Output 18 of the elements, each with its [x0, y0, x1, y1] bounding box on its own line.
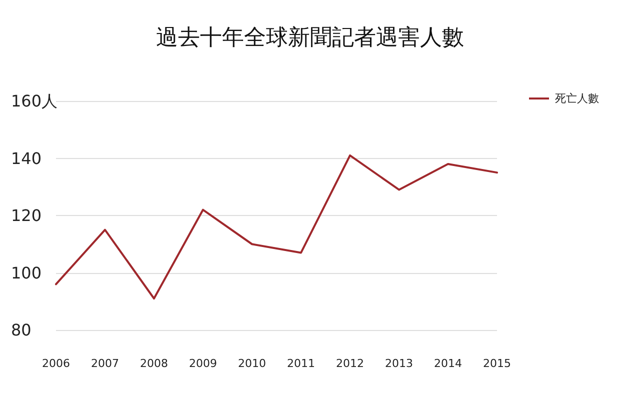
- y-tick-label: 120: [11, 206, 42, 225]
- y-tick-label: 140: [11, 148, 42, 168]
- y-tick-label: 80: [11, 320, 32, 340]
- x-tick-label: 2012: [336, 357, 364, 370]
- x-tick-label: 2007: [91, 357, 119, 370]
- x-tick-label: 2011: [287, 357, 315, 370]
- x-tick-label: 2014: [434, 357, 462, 370]
- x-tick-label: 2015: [483, 357, 511, 370]
- chart-title: 過去十年全球新聞記者遇害人數: [156, 26, 464, 50]
- y-tick-label: 160人: [11, 92, 58, 110]
- line-series: [55, 154, 498, 300]
- y-tick-label: 100: [11, 263, 42, 282]
- x-tick-label: 2006: [42, 357, 70, 370]
- x-tick-label: 2009: [189, 357, 217, 370]
- x-tick-label: 2008: [140, 357, 168, 370]
- x-tick-label: 2010: [238, 357, 266, 370]
- x-tick-label: 2013: [385, 357, 413, 370]
- legend-label: 死亡人數: [555, 92, 599, 105]
